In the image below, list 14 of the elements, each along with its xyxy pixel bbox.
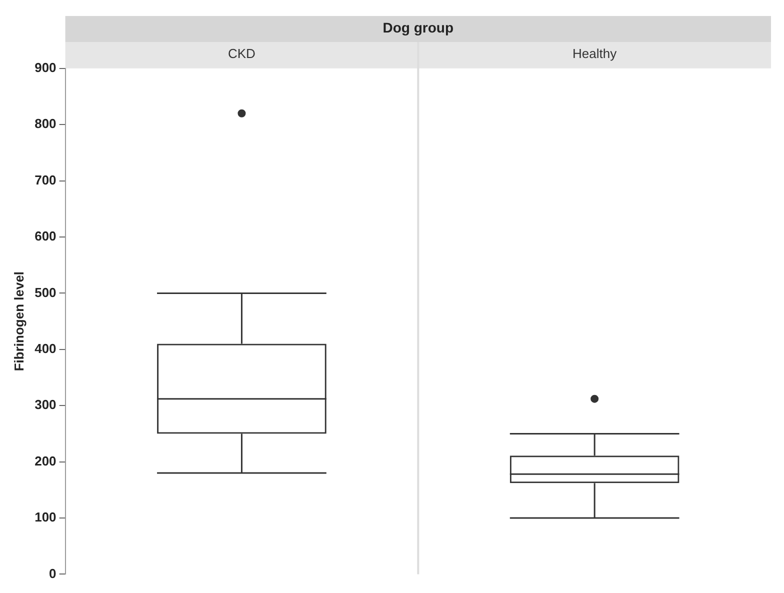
y-tick-label: 800 (34, 116, 56, 132)
y-tick-label: 100 (34, 510, 56, 525)
y-axis-title: Fibrinogen level (11, 271, 26, 372)
x-tick-label: Healthy (572, 46, 618, 62)
y-tick-label: 0 (49, 566, 56, 581)
x-tick-label: CKD (228, 46, 256, 62)
y-tick-label: 200 (34, 453, 56, 468)
y-tick-label: 600 (34, 228, 56, 244)
y-tick-label: 900 (34, 60, 56, 75)
y-tick-label: 700 (34, 172, 56, 188)
x-axis-title: Dog group (382, 19, 454, 36)
y-tick-label: 400 (34, 340, 56, 356)
y-tick-label: 300 (34, 397, 56, 412)
y-tick-label: 500 (34, 284, 56, 300)
